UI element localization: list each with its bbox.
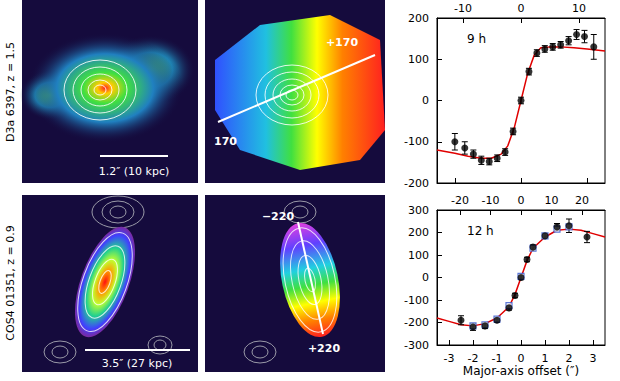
svg-text:-10: -10 xyxy=(454,2,472,15)
svg-text:9 h: 9 h xyxy=(467,32,486,46)
svg-text:12 h: 12 h xyxy=(467,224,494,238)
svg-text:3.5″ (27 kpc): 3.5″ (27 kpc) xyxy=(102,357,173,370)
svg-text:+170: +170 xyxy=(326,36,359,49)
svg-text:3: 3 xyxy=(590,352,597,365)
svg-text:-200: -200 xyxy=(404,316,429,329)
svg-text:Major-axis offset (″): Major-axis offset (″) xyxy=(463,364,579,378)
svg-text:200: 200 xyxy=(408,12,429,25)
svg-text:-300: -300 xyxy=(404,339,429,352)
svg-text:10: 10 xyxy=(572,2,586,15)
svg-text:-100: -100 xyxy=(404,294,429,307)
svg-text:D3a 6397, z = 1.5: D3a 6397, z = 1.5 xyxy=(4,42,17,142)
svg-text:COS4 01351, z = 0.9: COS4 01351, z = 0.9 xyxy=(4,225,17,340)
svg-text:-2: -2 xyxy=(468,352,479,365)
svg-text:-3: -3 xyxy=(444,352,455,365)
svg-text:2: 2 xyxy=(566,352,573,365)
svg-text:0: 0 xyxy=(518,352,525,365)
svg-text:−220: −220 xyxy=(262,210,295,223)
svg-text:10: 10 xyxy=(545,194,559,207)
svg-text:1.2″ (10 kpc): 1.2″ (10 kpc) xyxy=(99,165,170,178)
svg-text:100: 100 xyxy=(408,53,429,66)
svg-text:0: 0 xyxy=(518,194,525,207)
svg-text:-100: -100 xyxy=(404,135,429,148)
svg-text:1: 1 xyxy=(542,352,549,365)
svg-text:-200: -200 xyxy=(404,177,429,190)
svg-text:100: 100 xyxy=(408,249,429,262)
svg-text:200: 200 xyxy=(408,226,429,239)
svg-text:-10: -10 xyxy=(481,194,499,207)
svg-text:20: 20 xyxy=(575,194,589,207)
svg-text:0: 0 xyxy=(422,94,429,107)
svg-text:-1: -1 xyxy=(492,352,503,365)
svg-text:0: 0 xyxy=(518,2,525,15)
svg-text:300: 300 xyxy=(408,204,429,217)
svg-text:+220: +220 xyxy=(308,342,341,355)
svg-text:-20: -20 xyxy=(451,194,469,207)
svg-text:0: 0 xyxy=(422,271,429,284)
svg-text:170: 170 xyxy=(214,135,237,148)
